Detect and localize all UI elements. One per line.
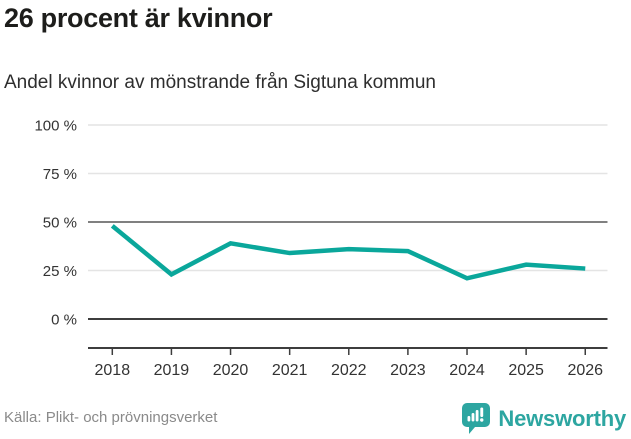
y-axis-tick-label: 0 % — [51, 312, 77, 329]
source-text: Källa: Plikt- och prövningsverket — [4, 409, 218, 426]
x-axis-tick-label: 2026 — [567, 362, 603, 379]
x-axis-tick-label: 2024 — [449, 362, 485, 379]
y-axis-tick-label: 100 % — [34, 118, 77, 135]
x-axis-tick-label: 2023 — [390, 362, 426, 379]
x-axis-tick-label: 2021 — [272, 362, 308, 379]
line-chart: 0 % 25 % 50 % 75 % 100 % 2018 2019 2020 2021 2022… — [34, 118, 608, 379]
x-axis-tick-label: 2019 — [154, 362, 190, 379]
page-title: 26 procent är kvinnor — [4, 3, 273, 33]
series-line — [110, 224, 586, 281]
newsworthy-brand: Newsworthy — [461, 402, 626, 435]
y-axis-tick-label: 75 % — [43, 166, 77, 183]
newsworthy-bars-speech-bubble-icon — [462, 403, 491, 434]
newsworthy-wordmark: Newsworthy — [498, 405, 626, 431]
x-axis-tick-label: 2025 — [508, 362, 544, 379]
page-subtitle: Andel kvinnor av mönstrande från Sigtuna… — [4, 72, 436, 93]
x-axis-tick-label: 2020 — [213, 362, 249, 379]
y-axis-tick-label: 25 % — [43, 263, 77, 280]
x-axis-tick-label: 2022 — [331, 362, 367, 379]
x-axis-tick-label: 2018 — [95, 362, 131, 379]
y-axis-tick-label: 50 % — [43, 215, 77, 232]
